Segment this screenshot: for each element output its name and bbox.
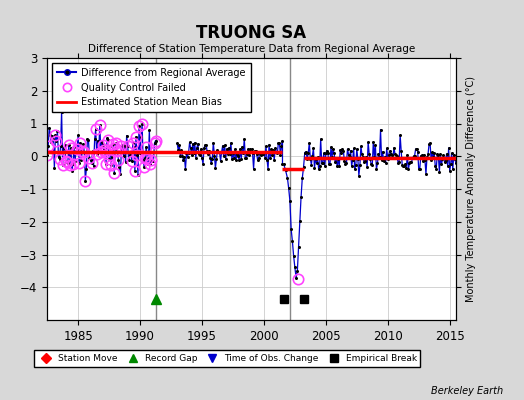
Y-axis label: Monthly Temperature Anomaly Difference (°C): Monthly Temperature Anomaly Difference (… [466,76,476,302]
Legend: Station Move, Record Gap, Time of Obs. Change, Empirical Break: Station Move, Record Gap, Time of Obs. C… [34,350,420,366]
Title: TRUONG SA: TRUONG SA [196,24,307,42]
Text: Difference of Station Temperature Data from Regional Average: Difference of Station Temperature Data f… [88,44,415,54]
Text: Berkeley Earth: Berkeley Earth [431,386,503,396]
